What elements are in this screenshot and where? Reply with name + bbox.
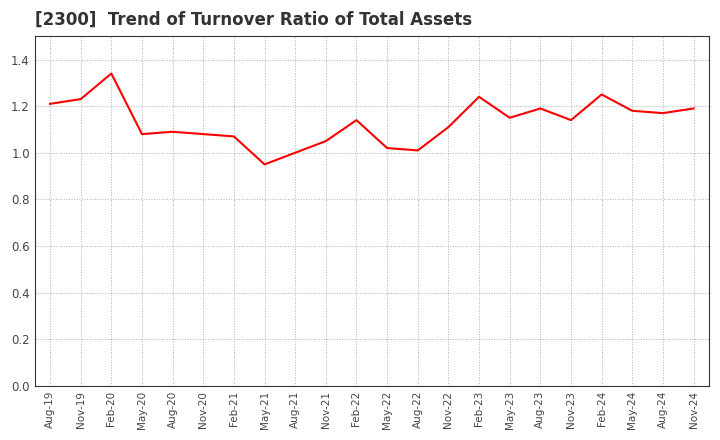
Text: [2300]  Trend of Turnover Ratio of Total Assets: [2300] Trend of Turnover Ratio of Total … <box>35 11 472 29</box>
